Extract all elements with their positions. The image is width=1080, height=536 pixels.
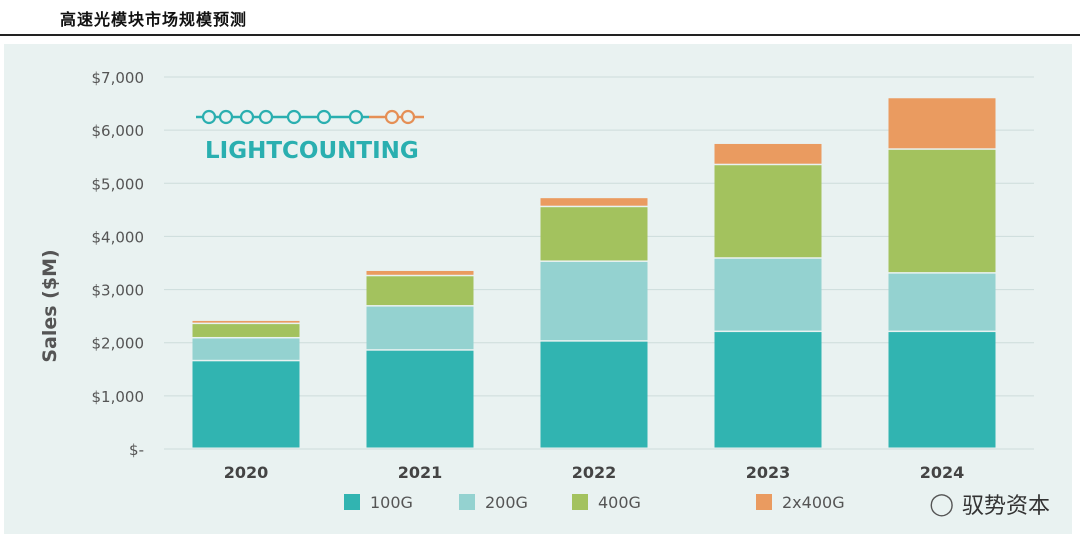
y-tick-label: $2,000	[92, 335, 145, 353]
legend-swatch-400G	[572, 494, 588, 510]
bar-segment-400G	[888, 149, 996, 273]
legend-swatch-2x400G	[756, 494, 772, 510]
logo-text: LIGHTCOUNTING	[205, 138, 419, 164]
logo-circle-orange	[400, 109, 416, 125]
legend-swatch-100G	[344, 494, 360, 510]
y-tick-label: $1,000	[92, 388, 145, 406]
y-tick-label: $4,000	[92, 228, 145, 246]
title-divider	[0, 34, 1080, 36]
lightcounting-logo: LIGHTCOUNTING	[196, 109, 424, 164]
legend-swatch-200G	[459, 494, 475, 510]
bar-segment-400G	[714, 165, 822, 258]
bar-segment-2x400G	[540, 198, 648, 206]
watermark-text: 驭势资本	[961, 494, 1050, 519]
x-tick-label: 2023	[746, 463, 791, 482]
logo-circle-teal	[286, 109, 302, 125]
logo-circle-teal	[218, 109, 234, 125]
legend-label: 2x400G	[782, 493, 845, 512]
y-axis-label: Sales ($M)	[39, 249, 61, 362]
bar-segment-100G	[714, 332, 822, 448]
bar-segment-200G	[714, 258, 822, 331]
wechat-icon: ◯	[929, 491, 954, 517]
bar-segment-2x400G	[888, 98, 996, 149]
page-title: 高速光模块市场规模预测	[60, 10, 248, 29]
bar-segment-200G	[888, 273, 996, 331]
y-tick-label: $-	[129, 441, 144, 459]
legend: 100G 200G 400G 2x400G	[344, 493, 845, 512]
x-tick-label: 2020	[224, 463, 269, 482]
bar-segment-100G	[366, 350, 474, 448]
x-tick-label: 2021	[398, 463, 443, 482]
bar-segment-400G	[192, 324, 300, 337]
bars	[192, 98, 996, 448]
logo-circle-orange	[384, 109, 400, 125]
bar-segment-200G	[192, 338, 300, 360]
bar-segment-400G	[366, 276, 474, 306]
x-tick-label: 2022	[572, 463, 617, 482]
bar-segment-100G	[540, 341, 648, 448]
bar-segment-200G	[540, 261, 648, 341]
bar-segment-100G	[192, 361, 300, 448]
logo-circle-teal	[348, 109, 364, 125]
bar-segment-100G	[888, 332, 996, 448]
bar-segment-2x400G	[192, 320, 300, 323]
y-tick-label: $5,000	[92, 175, 145, 193]
logo-circle-teal	[258, 109, 274, 125]
chart-panel: $- $1,000 $2,000 $3,000 $4,000 $5,000 $6,000 $7…	[4, 44, 1072, 534]
x-axis-ticks: 2020 2021 2022 2023 2024	[224, 463, 965, 482]
y-axis-ticks: $- $1,000 $2,000 $3,000 $4,000 $5,000 $6,000 $7…	[92, 69, 145, 459]
watermark: ◯ 驭势资本	[929, 488, 1050, 520]
legend-label: 200G	[485, 493, 528, 512]
bar-segment-2x400G	[714, 143, 822, 164]
bar-segment-400G	[540, 207, 648, 261]
bar-segment-2x400G	[366, 270, 474, 275]
logo-circle-teal	[316, 109, 332, 125]
legend-label: 400G	[598, 493, 641, 512]
legend-label: 100G	[370, 493, 413, 512]
x-tick-label: 2024	[920, 463, 965, 482]
stacked-bar-chart: $- $1,000 $2,000 $3,000 $4,000 $5,000 $6,000 $7…	[39, 69, 1034, 512]
logo-circle-teal	[239, 109, 255, 125]
bar-segment-200G	[366, 306, 474, 350]
y-tick-label: $7,000	[92, 69, 145, 87]
y-tick-label: $3,000	[92, 282, 145, 300]
logo-circles	[201, 109, 416, 125]
logo-circle-teal	[201, 109, 217, 125]
y-tick-label: $6,000	[92, 122, 145, 140]
